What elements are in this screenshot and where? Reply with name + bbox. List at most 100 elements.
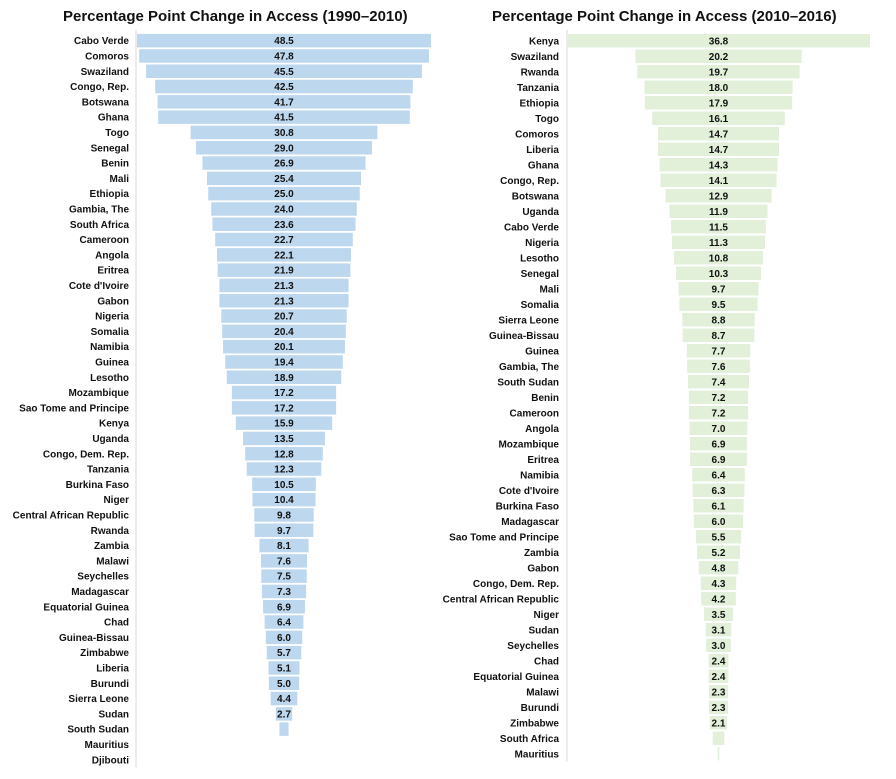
category-label: Guinea (95, 357, 129, 368)
data-label: 2.3 (712, 703, 726, 714)
category-label: Congo, Dem. Rep. (473, 579, 559, 590)
data-label: 2.1 (712, 718, 726, 729)
bar (686, 344, 751, 358)
bar (688, 406, 749, 420)
bar (196, 141, 372, 155)
data-label: 17.2 (274, 388, 294, 399)
category-label: Swaziland (81, 67, 129, 78)
bar (217, 248, 351, 262)
bar (701, 592, 736, 606)
data-label: 17.2 (274, 403, 294, 414)
bar (690, 437, 747, 451)
category-label: Comoros (515, 129, 559, 140)
data-label: 8.7 (712, 331, 726, 342)
category-label: Guinea-Bissau (489, 331, 559, 342)
bar (235, 416, 333, 430)
data-label: 8.1 (277, 541, 291, 552)
category-label: Central African Republic (443, 594, 560, 605)
bar (254, 523, 314, 537)
data-label: 2.7 (277, 709, 291, 720)
data-label: 4.3 (712, 579, 726, 590)
category-label: Mali (110, 174, 130, 185)
data-label: 5.1 (277, 663, 291, 674)
category-label: Central African Republic (13, 510, 130, 521)
category-label: Gambia, The (499, 362, 559, 373)
data-label: 19.7 (709, 67, 729, 78)
data-label: 21.9 (274, 266, 294, 277)
category-label: Lesotho (520, 253, 559, 264)
bar (682, 313, 755, 327)
data-label: 41.7 (274, 97, 294, 108)
data-label: 14.7 (709, 145, 729, 156)
data-label: 7.6 (277, 556, 291, 567)
category-label: Botswana (82, 97, 130, 108)
bar (268, 676, 300, 690)
data-label: 10.5 (274, 480, 294, 491)
data-label: 6.9 (712, 455, 726, 466)
data-label: 3.0 (712, 641, 726, 652)
category-label: Burundi (91, 679, 130, 690)
bar (190, 125, 378, 140)
category-label: Benin (531, 393, 559, 404)
bar (692, 483, 745, 497)
data-label: 8.8 (712, 315, 726, 326)
category-label: Lesotho (90, 373, 129, 384)
data-label: 10.3 (709, 269, 729, 280)
category-label: Senegal (521, 269, 560, 280)
bar (207, 171, 361, 186)
bar (687, 359, 750, 373)
data-label: 42.5 (274, 82, 294, 93)
category-label: Congo, Rep. (70, 82, 129, 93)
bar (708, 669, 729, 683)
category-label: Gambia, The (69, 204, 129, 215)
data-label: 4.8 (712, 563, 726, 574)
data-label: 29.0 (274, 143, 294, 154)
data-label: 25.4 (274, 174, 294, 185)
bar (697, 545, 740, 559)
category-label: Chad (104, 618, 129, 629)
category-label: Gabon (527, 563, 559, 574)
category-label: Niger (103, 495, 129, 506)
bar (644, 96, 793, 110)
category-label: Mali (540, 284, 560, 295)
data-label: 21.3 (274, 281, 294, 292)
category-label: Niger (533, 610, 559, 621)
category-label: Malawi (96, 556, 129, 567)
data-label: 12.8 (274, 449, 294, 460)
bar (231, 401, 337, 415)
category-label: Equatorial Guinea (43, 602, 129, 613)
bar (202, 156, 366, 170)
bar (676, 266, 761, 280)
bar (665, 189, 772, 203)
category-label: Ethiopia (90, 189, 130, 200)
category-label: Namibia (90, 342, 129, 353)
data-label: 6.9 (712, 439, 726, 450)
category-label: Mozambique (498, 439, 559, 450)
data-label: 21.3 (274, 296, 294, 307)
bar (208, 186, 360, 201)
category-label: South Sudan (497, 377, 559, 388)
data-label: 4.2 (712, 594, 726, 605)
category-label: Sierra Leone (68, 694, 129, 705)
bar (695, 530, 742, 544)
data-label: 24.0 (274, 204, 294, 215)
category-label: Seychelles (77, 572, 129, 583)
category-label: Angola (525, 424, 559, 435)
bar (243, 431, 325, 446)
bar (709, 716, 728, 730)
bar (231, 385, 337, 400)
data-label: 13.5 (274, 434, 294, 445)
data-label: 7.2 (712, 408, 726, 419)
data-label: 6.1 (712, 501, 726, 512)
bar (679, 297, 758, 311)
data-label: 25.0 (274, 189, 294, 200)
category-label: Somalia (521, 300, 560, 311)
category-label: Burundi (521, 703, 560, 714)
category-label: Benin (101, 159, 129, 170)
category-label: Cameroon (510, 408, 559, 419)
bar (225, 355, 343, 369)
bar (657, 142, 780, 156)
bar (693, 499, 744, 513)
bar (693, 514, 744, 528)
data-label: 16.1 (709, 114, 729, 125)
